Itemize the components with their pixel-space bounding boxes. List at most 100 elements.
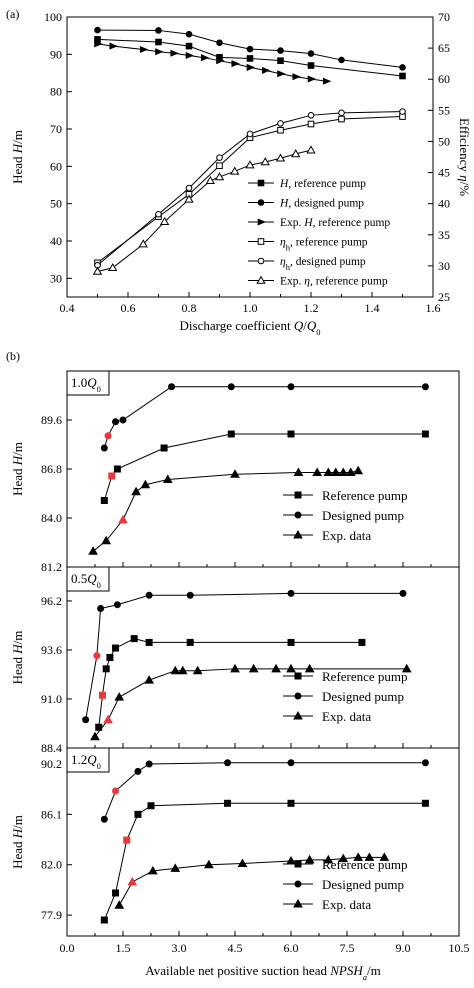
legend-marker: [257, 238, 265, 245]
panel-b: (b) 81.2 84.0 86.8 89.6 1.0Q0 Head H/m Referenc…: [6, 349, 470, 982]
data-point: [277, 70, 286, 78]
data-point: [109, 42, 118, 50]
data-point: [237, 858, 248, 868]
series-line: [103, 762, 426, 820]
data-point: [186, 591, 194, 599]
data-point: [399, 64, 406, 71]
x-tick-label: 6.0: [284, 941, 299, 955]
data-point: [304, 663, 315, 673]
x-axis-title: Available net positive suction head NPSH…: [145, 963, 380, 982]
legend-label: Exp. H, reference pump: [280, 217, 390, 229]
data-point: [230, 166, 240, 175]
data-point: [145, 760, 153, 768]
data-point: [94, 40, 103, 48]
data-point: [260, 157, 270, 166]
data-point: [421, 383, 429, 391]
y-right-tick-label: 25: [438, 290, 450, 304]
data-point: [134, 767, 142, 775]
data-point: [261, 66, 271, 74]
data-point: [399, 589, 407, 597]
y-tick-label: 93.6: [41, 643, 62, 657]
subplot-label-box: [66, 566, 110, 592]
data-point: [277, 126, 284, 134]
legend-label: H, designed pump: [279, 198, 364, 210]
data-point: [245, 160, 255, 169]
data-point: [144, 675, 154, 684]
data-point: [186, 638, 194, 646]
data-point: [291, 149, 301, 158]
data-point: [185, 51, 195, 60]
x-tick-label: 1.6: [426, 301, 441, 315]
y-right-tick-label: 40: [438, 197, 450, 211]
data-point: [108, 262, 118, 272]
legend-marker: [257, 179, 265, 187]
x-tick-label: 0.0: [60, 941, 75, 955]
legend-marker: [294, 692, 302, 700]
data-point: [231, 60, 240, 68]
legend-marker: [257, 199, 265, 206]
data-point: [92, 266, 103, 275]
data-point: [106, 654, 114, 661]
data-point: [338, 109, 345, 117]
legend: Reference pump Designed pump Exp. data: [283, 857, 408, 912]
series-a-1: [94, 26, 406, 71]
data-point: [127, 876, 138, 886]
data-point: [307, 50, 315, 57]
y-left-tick-label: 90: [50, 47, 62, 61]
data-point: [112, 418, 120, 426]
legend-label: Exp. data: [322, 709, 371, 724]
x-tick-label: 9.0: [396, 941, 411, 955]
data-point: [88, 546, 98, 555]
data-point: [271, 663, 281, 673]
data-point: [205, 175, 216, 184]
legend: Reference pump Designed pump Exp. data: [283, 488, 408, 543]
y-tick-label: 96.2: [41, 594, 62, 608]
y-right-axis-title: Efficiency η/%: [457, 118, 472, 196]
data-point: [138, 239, 148, 248]
data-point: [246, 55, 254, 62]
legend-marker: [293, 710, 303, 720]
legend-marker: [293, 898, 303, 908]
data-point: [248, 663, 259, 673]
series-a-0: [94, 36, 406, 80]
data-point: [113, 465, 121, 473]
subplot-label-box: [66, 747, 110, 773]
data-point: [155, 38, 162, 46]
data-point: [119, 416, 127, 424]
legend-label: ηh, designed pump: [280, 256, 366, 272]
y-tick-label: 77.9: [41, 908, 62, 922]
legend-label: Exp. data: [322, 528, 371, 543]
data-point: [170, 665, 181, 675]
data-point: [185, 30, 193, 38]
data-point: [134, 810, 142, 818]
y-tick-label: 81.2: [41, 560, 62, 574]
legend-marker: [257, 257, 265, 265]
x-tick-label: 1.2: [304, 301, 319, 315]
y-left-axis-title: Head H/m: [10, 130, 25, 184]
data-point: [102, 665, 110, 673]
y-right-tick-label: 30: [438, 259, 450, 273]
data-point: [323, 854, 334, 864]
series-a-2: [94, 40, 332, 85]
series-line: [103, 386, 426, 449]
legend-label: Designed pump: [322, 689, 404, 704]
legend-label: Reference pump: [322, 488, 408, 503]
y-right-tick-label: 55: [438, 103, 450, 117]
series-triangle: [114, 852, 390, 909]
data-point: [216, 57, 225, 65]
y-tick-label: 86.1: [41, 807, 62, 821]
data-point: [90, 731, 100, 741]
x-tick-label: 1.5: [116, 941, 131, 955]
data-point: [306, 145, 316, 154]
legend-marker: [294, 511, 302, 519]
data-point: [287, 759, 295, 767]
data-point: [307, 112, 315, 119]
data-point: [114, 900, 125, 909]
y-right-tick-label: 60: [438, 72, 450, 86]
data-point: [131, 486, 141, 496]
data-point: [168, 383, 176, 391]
data-point: [185, 42, 193, 50]
data-point: [123, 836, 131, 844]
y-right-tick-label: 65: [438, 41, 450, 55]
